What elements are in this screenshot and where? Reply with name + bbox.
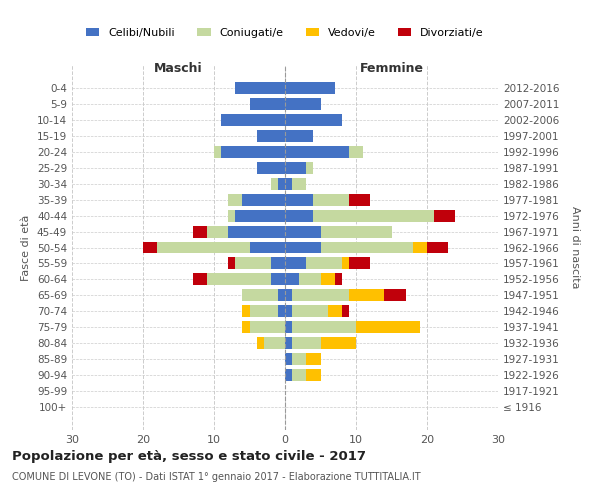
Bar (434, 210, 455, 222)
Bar (292, 354, 307, 366)
Bar (193, 226, 207, 237)
Bar (320, 338, 356, 349)
Bar (356, 322, 420, 334)
Bar (292, 370, 307, 382)
Bar (285, 146, 349, 158)
Bar (307, 354, 320, 366)
Bar (228, 210, 235, 222)
Bar (292, 290, 349, 302)
Bar (342, 258, 349, 270)
Bar (235, 258, 271, 270)
Bar (292, 306, 328, 318)
Bar (285, 322, 292, 334)
Bar (349, 194, 370, 205)
Bar (242, 290, 278, 302)
Bar (292, 178, 307, 190)
Bar (278, 306, 285, 318)
Bar (285, 306, 292, 318)
Bar (271, 274, 285, 285)
Bar (143, 242, 157, 254)
Bar (228, 194, 242, 205)
Bar (413, 242, 427, 254)
Bar (250, 98, 285, 110)
Bar (214, 146, 221, 158)
Text: Femmine: Femmine (359, 62, 424, 75)
Bar (264, 338, 285, 349)
Bar (157, 242, 250, 254)
Bar (285, 82, 335, 94)
Bar (385, 290, 406, 302)
Bar (257, 338, 264, 349)
Text: COMUNE DI LEVONE (TO) - Dati ISTAT 1° gennaio 2017 - Elaborazione TUTTITALIA.IT: COMUNE DI LEVONE (TO) - Dati ISTAT 1° ge… (12, 472, 421, 482)
Bar (342, 306, 349, 318)
Bar (271, 178, 278, 190)
Bar (228, 258, 235, 270)
Bar (278, 178, 285, 190)
Bar (285, 274, 299, 285)
Bar (285, 354, 292, 366)
Bar (285, 114, 342, 126)
Bar (250, 242, 285, 254)
Bar (207, 226, 228, 237)
Bar (320, 242, 413, 254)
Bar (242, 194, 285, 205)
Text: Popolazione per età, sesso e stato civile - 2017: Popolazione per età, sesso e stato civil… (12, 450, 366, 463)
Bar (335, 274, 342, 285)
Bar (285, 258, 307, 270)
Bar (285, 210, 313, 222)
Text: Maschi: Maschi (154, 62, 203, 75)
Bar (320, 274, 335, 285)
Bar (221, 114, 285, 126)
Bar (250, 306, 278, 318)
Bar (285, 226, 320, 237)
Bar (307, 162, 313, 173)
Bar (299, 274, 320, 285)
Bar (285, 130, 313, 141)
Bar (328, 306, 342, 318)
Bar (235, 82, 285, 94)
Bar (285, 178, 292, 190)
Bar (349, 146, 363, 158)
Bar (427, 242, 448, 254)
Bar (285, 162, 307, 173)
Bar (313, 194, 349, 205)
Bar (242, 322, 250, 334)
Bar (285, 338, 292, 349)
Y-axis label: Fasce di età: Fasce di età (22, 214, 31, 280)
Bar (307, 370, 320, 382)
Bar (250, 322, 285, 334)
Bar (313, 210, 434, 222)
Bar (257, 130, 285, 141)
Bar (285, 242, 320, 254)
Legend: Celibi/Nubili, Coniugati/e, Vedovi/e, Divorziati/e: Celibi/Nubili, Coniugati/e, Vedovi/e, Di… (82, 23, 488, 42)
Bar (242, 306, 250, 318)
Bar (349, 258, 370, 270)
Bar (285, 370, 292, 382)
Bar (285, 194, 313, 205)
Bar (292, 338, 320, 349)
Bar (320, 226, 392, 237)
Bar (271, 258, 285, 270)
Bar (285, 290, 292, 302)
Bar (292, 322, 356, 334)
Y-axis label: Anni di nascita: Anni di nascita (571, 206, 580, 289)
Bar (193, 274, 207, 285)
Bar (257, 162, 285, 173)
Bar (221, 146, 285, 158)
Bar (235, 210, 285, 222)
Bar (207, 274, 271, 285)
Bar (278, 290, 285, 302)
Bar (285, 98, 320, 110)
Bar (228, 226, 285, 237)
Bar (349, 290, 385, 302)
Bar (307, 258, 342, 270)
